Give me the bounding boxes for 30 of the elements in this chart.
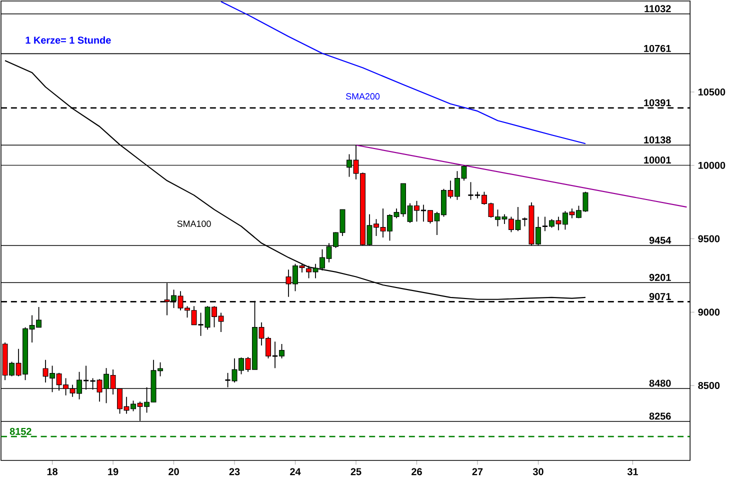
series-label: SMA200 [346,93,380,100]
x-tick-label: 18 [47,468,58,476]
y-tick-label: 10500 [698,88,726,96]
x-tick-label: 20 [168,468,179,476]
ref-line-label: 10391 [644,99,671,106]
ref-line-label: 8480 [649,380,671,387]
y-tick-label: 9000 [698,308,720,316]
ref-line-label: 9454 [649,236,672,244]
x-tick-label: 26 [412,468,422,476]
x-tick-label: 27 [472,468,483,475]
ref-line-label: 9071 [649,292,671,300]
x-tick-label: 25 [350,468,362,476]
ref-line-label: 10138 [644,136,671,144]
ref-line-label: 10761 [644,44,671,52]
y-tick-label: 9500 [698,235,720,242]
ref-line-label: 11032 [644,4,671,12]
y-tick-label: 8500 [698,382,720,389]
annotation: 1 Kerze= 1 Stunde [26,36,111,44]
ref-line-label: 8256 [649,412,671,420]
ref-line-label: 9201 [649,274,671,281]
x-tick-label: 24 [290,468,301,475]
ref-line-label: 8152 [10,428,32,435]
line-series [220,0,586,144]
series-label: SMA100 [177,220,211,227]
x-tick-label: 31 [627,468,638,476]
x-tick-label: 30 [532,468,544,476]
y-tick-label: 10000 [698,162,726,169]
x-tick-label: 23 [229,468,240,476]
ref-line-label: 10001 [644,156,671,164]
x-tick-label: 19 [108,468,118,476]
